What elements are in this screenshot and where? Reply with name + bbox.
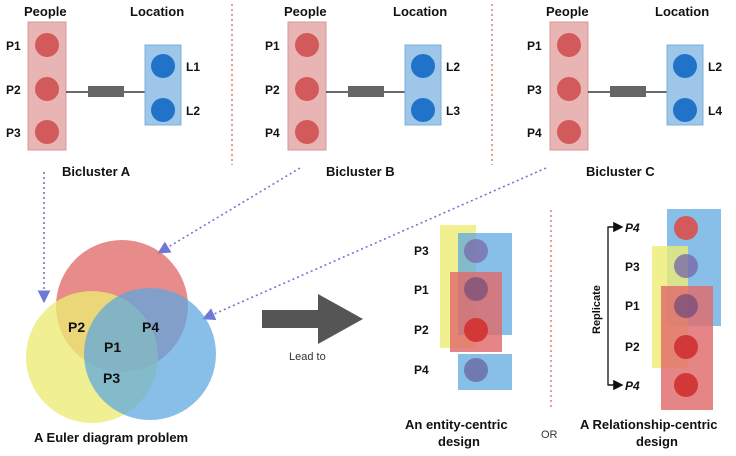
relationship-node [674, 294, 698, 318]
entity-node [464, 318, 488, 342]
location-node [411, 54, 435, 78]
entity-caption-line1: An entity-centric [405, 417, 508, 432]
arrow-b-to-euler [157, 167, 301, 254]
person-label: P3 [6, 126, 21, 140]
people-header: People [284, 4, 327, 19]
relationship-node [674, 216, 698, 240]
person-node [35, 120, 59, 144]
person-node [295, 33, 319, 57]
euler-circle-blue [84, 288, 216, 420]
entity-node [464, 239, 488, 263]
bicluster-caption: Bicluster C [586, 164, 655, 179]
person-node [295, 120, 319, 144]
euler-label: P3 [103, 370, 120, 386]
location-node [151, 54, 175, 78]
location-node [673, 54, 697, 78]
location-label: L4 [708, 104, 722, 118]
entity-label: P4 [414, 363, 429, 377]
euler-diagram: P2 P4 P1 P3 A Euler diagram problem [26, 240, 216, 445]
bicluster-b: People Location P1 P2 P4 L2 L3 Bicluster… [265, 4, 460, 179]
person-label: P2 [6, 83, 21, 97]
location-label: L2 [186, 104, 200, 118]
people-header: People [546, 4, 589, 19]
entity-caption-line2: design [438, 434, 480, 449]
person-node [557, 77, 581, 101]
euler-caption: A Euler diagram problem [34, 430, 188, 445]
relationship-label: P4 [625, 221, 640, 235]
relationship-node [674, 373, 698, 397]
relationship-label: P1 [625, 299, 640, 313]
relationship-node [674, 254, 698, 278]
person-label: P1 [6, 39, 21, 53]
relationship-label: P2 [625, 340, 640, 354]
person-node [557, 33, 581, 57]
bicluster-caption: Bicluster A [62, 164, 131, 179]
person-node [35, 77, 59, 101]
relationship-caption-line2: design [636, 434, 678, 449]
replicate-bracket [607, 226, 621, 386]
entity-node [464, 358, 488, 382]
location-node [411, 98, 435, 122]
relation-bar [610, 86, 646, 97]
relation-bar [88, 86, 124, 97]
relation-bar [348, 86, 384, 97]
location-header: Location [393, 4, 447, 19]
location-label: L2 [708, 60, 722, 74]
relationship-centric-design: P4 P3 P1 P2 P4 Replicate A Relationship-… [580, 209, 721, 449]
person-label: P1 [527, 39, 542, 53]
location-header: Location [130, 4, 184, 19]
person-node [35, 33, 59, 57]
big-arrow-icon [262, 294, 363, 344]
relationship-caption-line1: A Relationship-centric [580, 417, 717, 432]
lead-to-label: Lead to [289, 351, 326, 363]
location-node [673, 98, 697, 122]
entity-label: P3 [414, 244, 429, 258]
or-label: OR [541, 429, 558, 441]
person-label: P2 [265, 83, 280, 97]
entity-node [464, 277, 488, 301]
euler-label: P2 [68, 319, 85, 335]
person-label: P3 [527, 83, 542, 97]
euler-label: P4 [142, 319, 159, 335]
entity-label: P1 [414, 283, 429, 297]
bicluster-a: People Location P1 P2 P3 L1 L2 Bicluster… [6, 4, 200, 179]
bicluster-c: People Location P1 P3 P4 L2 L4 Bicluster… [527, 4, 722, 179]
euler-label: P1 [104, 339, 121, 355]
relationship-node [674, 335, 698, 359]
entity-centric-design: P3 P1 P2 P4 An entity-centric design [405, 225, 512, 449]
person-node [295, 77, 319, 101]
location-node [151, 98, 175, 122]
relationship-label: P3 [625, 260, 640, 274]
location-label: L2 [446, 60, 460, 74]
person-node [557, 120, 581, 144]
location-label: L3 [446, 104, 460, 118]
location-label: L1 [186, 60, 200, 74]
person-label: P4 [527, 126, 542, 140]
person-label: P4 [265, 126, 280, 140]
replicate-label: Replicate [591, 285, 603, 334]
arrow-c-to-euler [202, 167, 547, 320]
people-header: People [24, 4, 67, 19]
person-label: P1 [265, 39, 280, 53]
entity-label: P2 [414, 323, 429, 337]
bicluster-caption: Bicluster B [326, 164, 395, 179]
location-header: Location [655, 4, 709, 19]
lead-to-arrow: Lead to [262, 294, 363, 363]
relationship-label: P4 [625, 379, 640, 393]
